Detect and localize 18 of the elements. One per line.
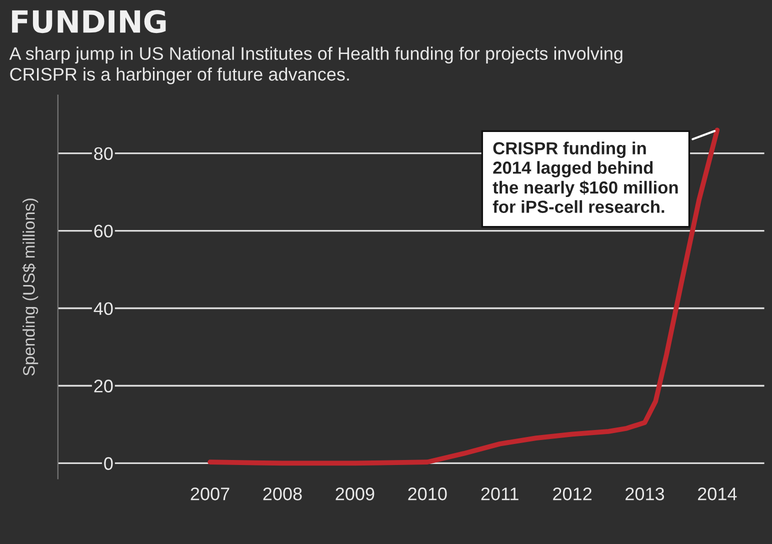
x-tick-label: 2008 <box>263 488 302 500</box>
y-tick-label: 40 <box>94 302 113 315</box>
y-axis-title: Spending (US$ millions) <box>22 198 38 376</box>
annotation: CRISPR funding in 2014 lagged behind the nearly $160 million for iPS-cell research. <box>492 142 678 213</box>
y-tick-label: 80 <box>94 147 113 160</box>
x-tick-label: 2013 <box>626 488 664 500</box>
x-tick-label: 2011 <box>481 488 518 500</box>
x-tick-label: 2009 <box>336 488 374 500</box>
line-series <box>208 128 720 466</box>
x-tick-label: 2010 <box>408 488 447 500</box>
chart-title: FUNDING <box>12 10 166 34</box>
y-tick-label: 20 <box>94 380 113 392</box>
x-tick-label: 2012 <box>553 488 592 500</box>
x-tick-label: 2014 <box>698 488 737 500</box>
x-tick-label: 2007 <box>190 488 230 500</box>
y-tick-label: 60 <box>94 224 113 238</box>
y-tick-label: 0 <box>104 457 113 470</box>
chart-subtitle: A sharp jump in US National Institutes of Health funding for projects involving CRISPR is a harbinger of future advances. <box>9 46 622 84</box>
